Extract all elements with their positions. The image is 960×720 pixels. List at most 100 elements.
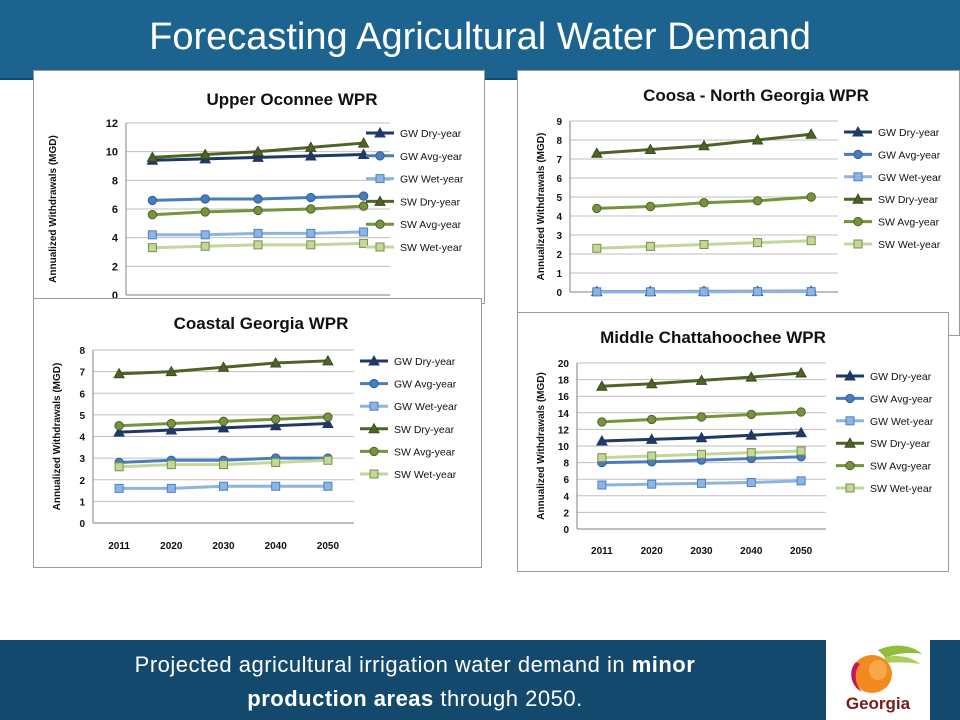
y-tick-label: 4 [79, 433, 85, 444]
data-point [217, 361, 230, 372]
x-tick-label: 2011 [591, 546, 613, 557]
series-gw-wet-year [597, 476, 806, 490]
series-gw-avg-year [147, 191, 369, 206]
series-sw-wet-year [597, 446, 806, 463]
data-point [271, 414, 281, 424]
y-tick-label: 2 [112, 261, 118, 273]
legend-marker [853, 149, 863, 160]
legend-marker [369, 401, 379, 411]
data-point [697, 478, 706, 488]
series-sw-dry-year [590, 128, 818, 158]
y-tick-label: 3 [79, 454, 85, 465]
series-gw-dry-year [596, 426, 807, 446]
legend-marker [375, 242, 385, 252]
legend-label: SW Avg-year [400, 219, 462, 231]
caption-bold-2: production areas [247, 686, 434, 711]
y-tick-label: 4 [112, 233, 119, 245]
legend-label: SW Dry-year [878, 194, 939, 206]
legend-label: SW Avg-year [878, 217, 940, 229]
legend-marker [374, 126, 386, 138]
data-point [323, 481, 333, 491]
data-point [592, 243, 602, 253]
data-point [271, 457, 281, 467]
y-axis-label: Annualized Withdrawals (MGD) [52, 363, 63, 511]
chart-panel-coosa-north-georgia: Coosa - North Georgia WPR012345678920112… [517, 70, 960, 336]
y-tick-label: 10 [106, 147, 118, 159]
data-point [165, 423, 178, 435]
data-point [271, 481, 281, 491]
y-tick-label: 18 [558, 376, 570, 387]
series-sw-avg-year [147, 201, 369, 220]
data-point [645, 287, 655, 297]
data-point [252, 151, 264, 162]
data-point [699, 198, 709, 208]
data-point [745, 371, 758, 382]
legend-label: SW Wet-year [870, 483, 933, 495]
data-point [200, 241, 210, 251]
data-point [252, 145, 264, 157]
data-point [806, 236, 816, 246]
chart-panel-middle-chattahoochee: Middle Chattahoochee WPR 0 2 4 6 8 10 12 14 16 18 2… [517, 312, 949, 572]
y-tick-label: 8 [79, 346, 85, 357]
data-point [753, 287, 763, 297]
data-point [647, 414, 657, 425]
legend-label: GW Wet-year [870, 416, 934, 428]
slide-title: Forecasting Agricultural Water Demand [149, 16, 811, 58]
legend-item: GW Avg-year [366, 151, 463, 163]
legend-marker [853, 239, 863, 249]
data-point [695, 431, 708, 443]
legend-marker [844, 437, 856, 448]
data-point [805, 128, 818, 139]
legend-marker [369, 469, 379, 479]
chart-title: Coastal Georgia WPR [174, 314, 349, 333]
data-point [795, 426, 807, 438]
legend-marker [853, 172, 863, 182]
data-point [751, 133, 764, 145]
y-tick-label: 2 [556, 250, 562, 261]
y-tick-label: 0 [112, 290, 118, 302]
data-point [796, 476, 806, 486]
data-point [306, 204, 316, 214]
y-tick-label: 7 [556, 155, 562, 166]
y-tick-label: 2 [79, 476, 85, 487]
legend-item: SW Wet-year [360, 469, 457, 481]
data-point [200, 230, 210, 240]
data-point [322, 354, 334, 366]
y-tick-label: 5 [556, 193, 562, 204]
data-point [696, 412, 707, 422]
chart-title: Middle Chattahoochee WPR [600, 328, 826, 347]
chart-panel-coastal-georgia: Coastal Georgia WPR 0 1 2 3 4 5 6 7 8 2011 2020 2030… [33, 298, 482, 568]
legend-label: SW Dry-year [870, 438, 931, 450]
legend-label: GW Wet-year [400, 174, 464, 186]
y-tick-label: 6 [556, 174, 562, 185]
data-point [147, 243, 157, 253]
legend-marker [845, 393, 855, 404]
y-tick-label: 10 [558, 442, 570, 453]
legend-marker [375, 174, 385, 184]
peach-icon [851, 645, 922, 693]
data-point [796, 407, 806, 417]
data-point [269, 356, 282, 368]
data-point [357, 137, 370, 148]
y-tick-label: 6 [112, 204, 118, 216]
data-point [114, 483, 124, 493]
y-tick-label: 4 [563, 492, 569, 503]
data-point [253, 240, 263, 250]
y-tick-label: 12 [106, 118, 118, 130]
series-sw-wet-year [114, 455, 333, 472]
data-point [592, 203, 602, 214]
y-tick-label: 3 [556, 231, 562, 242]
legend-item: SW Wet-year [366, 242, 463, 254]
legend-item: GW Dry-year [366, 126, 462, 140]
data-point [699, 287, 709, 297]
series-gw-wet-year [147, 227, 369, 240]
y-tick-label: 5 [79, 411, 85, 422]
x-tick-label: 2020 [160, 541, 183, 552]
legend-marker [368, 354, 380, 366]
legend-marker [853, 216, 863, 227]
legend-item: GW Avg-year [360, 379, 457, 391]
data-point [147, 230, 157, 240]
legend-label: SW Wet-year [394, 469, 457, 481]
y-tick-label: 6 [563, 475, 569, 486]
data-point [806, 287, 816, 297]
